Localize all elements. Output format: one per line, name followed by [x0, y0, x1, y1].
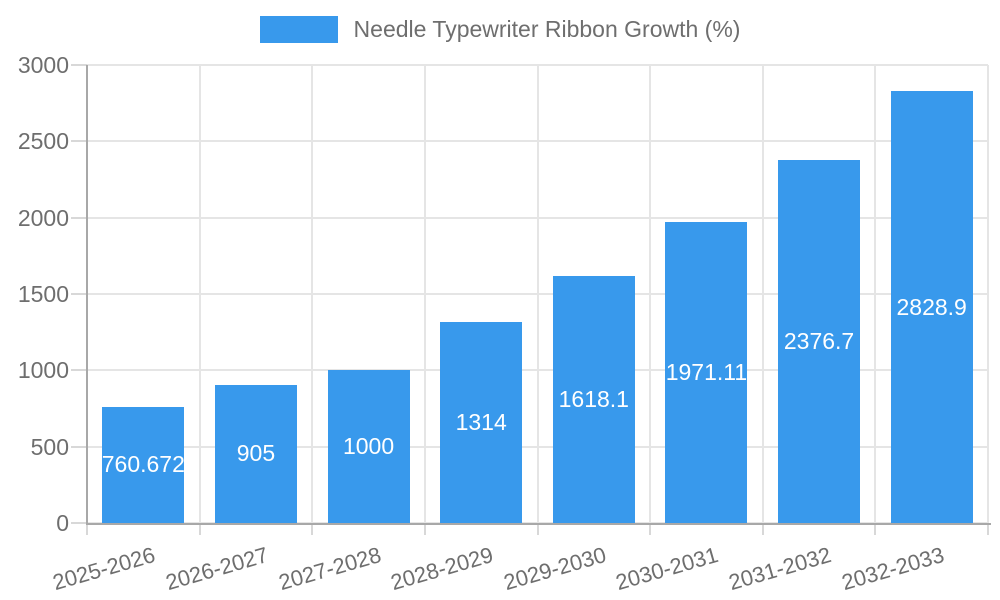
bar-value-label: 2828.9: [896, 293, 967, 320]
y-tick-label: 2000: [17, 204, 69, 231]
y-tick-label: 0: [56, 510, 69, 536]
x-gridline: [198, 65, 201, 523]
x-gridline: [761, 65, 764, 523]
bar-value-label: 760.672: [101, 451, 185, 478]
y-tick-mark: [71, 445, 87, 448]
y-tick-label: 1500: [17, 281, 69, 307]
y-tick-mark: [71, 522, 87, 524]
bar: 760.672: [101, 406, 185, 523]
x-tick-mark: [423, 523, 426, 535]
x-tick-mark: [874, 523, 877, 535]
y-axis-line: [86, 65, 88, 525]
y-tick-mark: [71, 216, 87, 219]
x-tick-mark: [198, 523, 201, 535]
y-tick-label: 3000: [17, 52, 69, 78]
legend-swatch-icon: [259, 16, 338, 43]
bar-value-label: 905: [236, 440, 276, 467]
chart-legend: Needle Typewriter Ribbon Growth (%): [0, 16, 1000, 43]
y-tick-mark: [71, 369, 87, 372]
x-gridline: [423, 65, 426, 523]
bar: 1314: [440, 322, 523, 523]
x-tick-mark: [761, 523, 764, 535]
x-axis-line: [86, 523, 991, 525]
x-gridline: [649, 65, 652, 523]
x-gridline: [311, 65, 314, 523]
y-tick-mark: [71, 64, 87, 66]
x-gridline: [987, 65, 989, 523]
bar: 1971.11: [665, 222, 748, 523]
y-tick-mark: [71, 140, 87, 143]
y-tick-label: 2500: [17, 128, 69, 155]
x-tick-mark: [86, 523, 88, 535]
legend-label: Needle Typewriter Ribbon Growth (%): [353, 16, 741, 42]
x-tick-mark: [536, 523, 539, 535]
bar: 1000: [327, 370, 410, 523]
bar: 1618.1: [552, 275, 635, 523]
y-tick-mark: [71, 293, 87, 295]
y-tick-label: 500: [30, 433, 69, 460]
bar-value-label: 1971.11: [665, 359, 748, 386]
bar-value-label: 1618.1: [558, 385, 629, 412]
bar-value-label: 1000: [342, 433, 395, 460]
bar-value-label: 2376.7: [783, 328, 855, 355]
bar: 2828.9: [890, 91, 973, 523]
bar-value-label: 1314: [455, 409, 507, 436]
bar: 905: [214, 384, 297, 523]
x-gridline: [536, 65, 539, 523]
x-tick-mark: [311, 523, 314, 535]
x-gridline: [874, 65, 877, 523]
x-tick-mark: [649, 523, 652, 535]
bar: 2376.7: [778, 160, 861, 523]
legend-item[interactable]: Needle Typewriter Ribbon Growth (%): [259, 16, 741, 43]
x-tick-mark: [987, 523, 989, 535]
y-tick-label: 1000: [17, 357, 69, 384]
